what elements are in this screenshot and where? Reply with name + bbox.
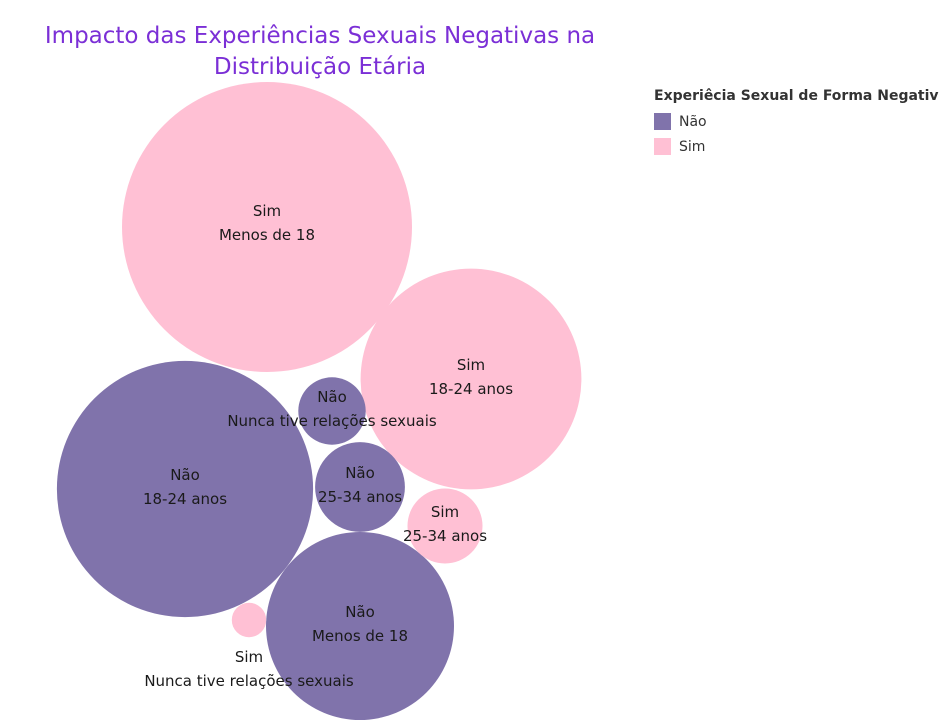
chart-title-line-2: Distribuição Etária [213, 54, 427, 81]
bubble-label-category-sim-18-24-anos: 18-24 anos [429, 380, 513, 398]
bubble-label-category-nao-nunca-tive-relacoes-sexuais: Nunca tive relações sexuais [227, 412, 437, 430]
bubble-sim-nunca-tive-relacoes-sexuais[interactable] [231, 602, 267, 638]
bubble-label-category-sim-nunca-tive-relacoes-sexuais: Nunca tive relações sexuais [144, 672, 354, 690]
bubble-nao-18-24-anos[interactable] [56, 360, 314, 618]
bubble-label-group-nao-nunca-tive-relacoes-sexuais: Não [317, 388, 347, 406]
bubble-label-category-nao-18-24-anos: 18-24 anos [143, 490, 227, 508]
bubble-label-group-nao-menos-de-18: Não [345, 603, 375, 621]
bubble-sim-18-24-anos[interactable] [360, 268, 582, 490]
legend-swatch-sim [654, 138, 671, 155]
bubble-nao-nunca-tive-relacoes-sexuais[interactable] [298, 377, 366, 445]
bubble-label-category-sim-25-34-anos: 25-34 anos [403, 527, 487, 545]
bubble-label-group-sim-18-24-anos: Sim [457, 356, 485, 374]
bubble-label-group-nao-18-24-anos: Não [170, 466, 200, 484]
bubble-label-group-nao-25-34-anos: Não [345, 464, 375, 482]
bubble-label-group-sim-nunca-tive-relacoes-sexuais: Sim [235, 648, 263, 666]
bubble-label-group-sim-25-34-anos: Sim [431, 503, 459, 521]
bubble-sim-25-34-anos[interactable] [407, 488, 483, 564]
chart-title: Impacto das Experiências Sexuais Negativ… [0, 21, 640, 83]
bubble-nao-25-34-anos[interactable] [315, 442, 405, 532]
bubble-label-category-nao-25-34-anos: 25-34 anos [318, 488, 402, 506]
legend-title: Experiêcia Sexual de Forma Negativa [654, 88, 939, 104]
color-legend: Experiêcia Sexual de Forma Negativa Não … [654, 88, 939, 159]
legend-label-sim: Sim [679, 138, 706, 155]
bubble-label-group-sim-menos-de-18: Sim [253, 202, 281, 220]
bubble-label-category-nao-menos-de-18: Menos de 18 [312, 627, 408, 645]
legend-item-nao[interactable]: Não [654, 109, 939, 134]
legend-item-sim[interactable]: Sim [654, 134, 939, 159]
bubble-label-category-sim-menos-de-18: Menos de 18 [219, 226, 315, 244]
bubble-sim-menos-de-18[interactable] [122, 82, 412, 372]
legend-swatch-nao [654, 113, 671, 130]
chart-title-line-1: Impacto das Experiências Sexuais Negativ… [44, 23, 596, 50]
bubble-nao-menos-de-18[interactable] [266, 532, 454, 720]
legend-label-nao: Não [679, 113, 707, 130]
